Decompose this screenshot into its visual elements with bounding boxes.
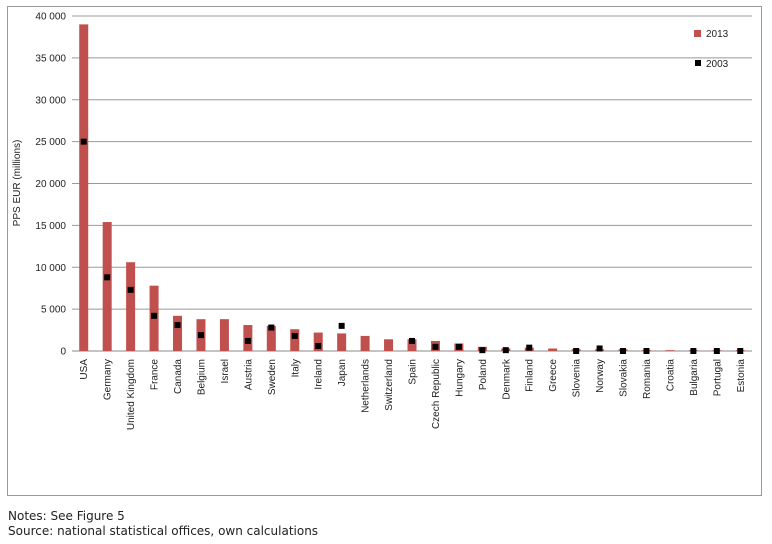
chart-frame [7, 6, 762, 496]
marker-2003-belgium [197, 332, 204, 339]
bar-2013-spain [407, 339, 417, 351]
legend-swatch-2013 [694, 30, 701, 37]
x-tick-label: Romania [642, 359, 653, 399]
bar-2013-israel [219, 319, 229, 351]
marker-2003-bulgaria [690, 348, 697, 354]
bar-2013-greece [548, 348, 558, 351]
marker-2003-denmark [502, 347, 509, 354]
x-tick-label: USA [79, 359, 90, 380]
x-tick-label: Israel [220, 359, 231, 383]
y-tick-label: 30 000 [35, 95, 66, 106]
marker-2003-austria [244, 337, 251, 344]
chart: 0 5 000 10 000 15 000 20 000 25 000 30 000 35 0… [12, 12, 752, 430]
bar-2013-sweden [266, 325, 276, 351]
marker-2003-japan [338, 322, 345, 329]
x-tick-label: Poland [478, 359, 489, 390]
marker-2003-poland [479, 347, 486, 354]
marker-2003-hungary [455, 343, 462, 350]
x-axis-labels: USA Germany United Kingdom France Canada Belg… [79, 358, 747, 430]
y-tick-label: 5 000 [41, 305, 66, 316]
x-tick-label: Portugal [712, 359, 723, 396]
x-tick-label: Slovenia [572, 359, 583, 398]
bar-2013-switzerland [384, 339, 394, 351]
x-tick-label: Canada [173, 359, 184, 394]
y-tick-label: 25 000 [35, 137, 66, 148]
x-tick-label: Austria [243, 359, 254, 391]
bar-2013-croatia [665, 350, 675, 351]
marker-2003-germany [104, 274, 111, 281]
x-tick-label: Germany [103, 359, 114, 400]
bar-2013-canada [173, 315, 183, 351]
y-tick-label: 20 000 [35, 179, 66, 190]
marker-2003-usa [80, 138, 87, 145]
marker-2003-united-kingdom [127, 286, 134, 293]
x-tick-label: Belgium [196, 359, 207, 395]
x-tick-label: Denmark [501, 358, 512, 400]
x-tick-label: Croatia [665, 359, 676, 392]
x-tick-label: Hungary [454, 359, 465, 397]
y-tick-label: 15 000 [35, 221, 66, 232]
marker-2003-finland [526, 344, 533, 351]
x-tick-label: Bulgaria [689, 359, 700, 396]
y-tick-label: 40 000 [35, 12, 66, 23]
marker-2003-norway [596, 345, 603, 352]
marker-2003-czech-republic [432, 343, 439, 350]
x-tick-label: Switzerland [384, 359, 395, 411]
bar-2013-usa [79, 24, 89, 351]
marker-2003-canada [174, 322, 181, 329]
marker-2003-france [151, 312, 158, 319]
legend-label-2003: 2003 [706, 59, 729, 70]
bar-2013-germany [102, 222, 112, 351]
x-tick-label: Estonia [736, 359, 747, 393]
notes-line: Notes: See Figure 5 [8, 509, 125, 523]
legend-swatch-2003 [695, 60, 701, 66]
legend-label-2013: 2013 [706, 29, 729, 40]
source-line: Source: national statistical offices, ow… [8, 524, 319, 538]
bars-2013 [79, 24, 745, 351]
bar-2013-italy [290, 329, 300, 351]
x-tick-label: Finland [525, 359, 536, 392]
markers-2003 [80, 138, 744, 354]
marker-2003-italy [291, 332, 298, 339]
marker-2003-sweden [268, 324, 275, 331]
legend: 2013 2003 [694, 29, 729, 70]
x-tick-label: Spain [408, 359, 419, 385]
bar-2013-united-kingdom [126, 262, 136, 351]
marker-2003-romania [643, 348, 650, 354]
y-tick-label: 35 000 [35, 53, 66, 64]
marker-2003-slovakia [620, 348, 627, 354]
marker-2003-ireland [315, 342, 322, 349]
x-tick-label: Sweden [267, 359, 278, 395]
bar-2013-japan [337, 333, 347, 351]
y-axis-label: PPS EUR (millions) [12, 140, 23, 227]
x-tick-label: Netherlands [361, 359, 372, 413]
x-tick-label: Greece [548, 359, 559, 392]
x-tick-label: Czech Republic [431, 359, 442, 429]
bar-2013-netherlands [360, 335, 370, 351]
y-tick-label: 0 [60, 347, 66, 358]
marker-2003-spain [409, 337, 415, 344]
bar-2013-ireland [313, 332, 323, 351]
x-tick-label: Norway [595, 359, 606, 393]
y-tick-label: 10 000 [35, 263, 66, 274]
y-axis-ticks: 0 5 000 10 000 15 000 20 000 25 000 30 000 35 0… [35, 12, 66, 358]
x-tick-label: United Kingdom [126, 359, 137, 430]
x-tick-label: Slovakia [619, 359, 630, 397]
marker-2003-estonia [737, 348, 744, 354]
chart-notes: Notes: See Figure 5 Source: national sta… [8, 509, 318, 539]
marker-2003-portugal [713, 348, 720, 354]
gridlines [72, 15, 752, 352]
x-tick-label: France [150, 359, 161, 391]
x-tick-label: Japan [337, 359, 348, 386]
x-tick-label: Ireland [314, 359, 325, 390]
marker-2003-slovenia [573, 348, 580, 354]
x-tick-label: Italy [290, 359, 301, 377]
